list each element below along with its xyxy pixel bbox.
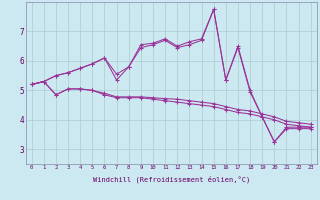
X-axis label: Windchill (Refroidissement éolien,°C): Windchill (Refroidissement éolien,°C) (92, 176, 250, 183)
